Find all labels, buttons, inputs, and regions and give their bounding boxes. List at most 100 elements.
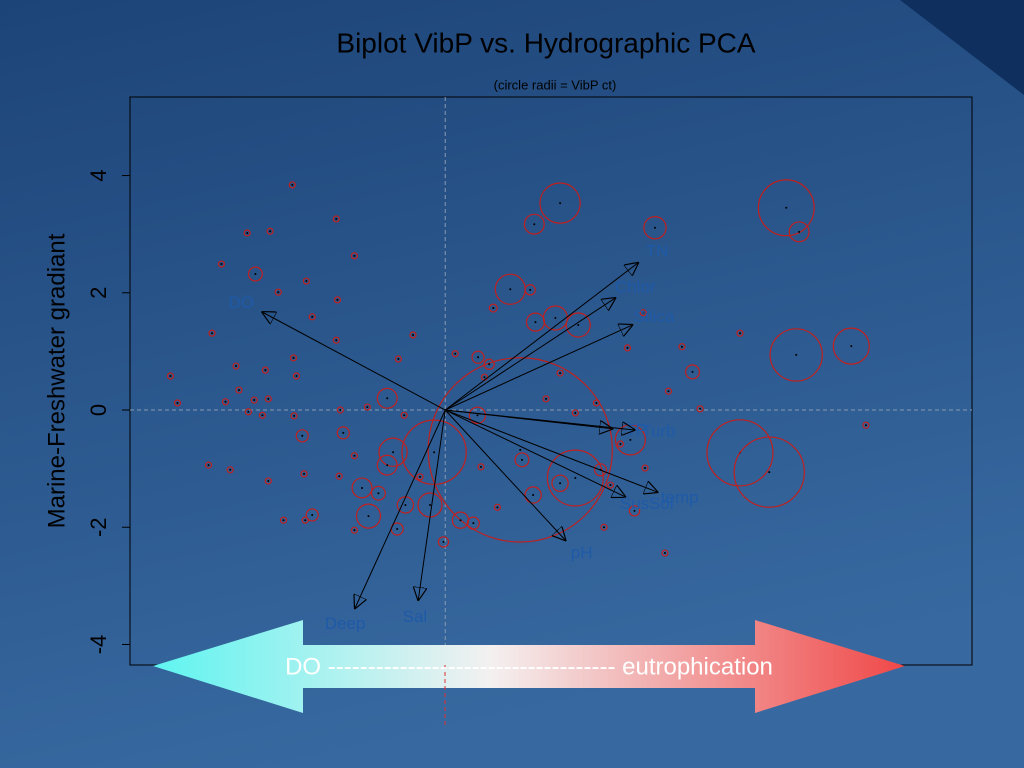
bubble-center [304,519,307,522]
bubble-center [353,454,356,457]
bubble [685,364,701,380]
loading-label: DO [229,293,255,312]
bubble [546,449,604,507]
bubble-center [235,365,238,368]
bubble-center [477,356,480,359]
bubble [232,362,240,370]
bubble [437,536,450,548]
bubble [769,328,823,382]
bubble-center [220,263,223,266]
bubble [235,386,243,394]
bubble [279,516,288,524]
bubble-center [559,482,562,485]
bubble-center [419,475,422,478]
bubble [274,288,282,296]
bubble-center [336,298,339,301]
bubble [288,181,296,189]
loading-label: Turb [641,421,675,440]
loading-label: temp [661,488,699,507]
bubble-center [559,372,562,375]
bubble-center [392,451,395,454]
bubble-center [667,390,670,393]
bubble-center [261,414,264,417]
bubble [542,395,550,403]
bubble-center [795,353,798,356]
bubble-center [483,376,486,379]
bubble-center [211,332,214,335]
bubble [258,411,267,419]
bubble [250,396,258,404]
bubble-center [633,509,636,512]
bubble [376,387,398,409]
bubble [350,252,359,260]
bubble-center [237,389,240,392]
bubble [451,350,459,358]
bubble [363,403,371,411]
bubble [305,508,319,522]
bubble-center [353,254,356,257]
bubble-center [366,406,369,409]
bubble-center [850,345,853,348]
bubble [350,526,359,534]
bubble-center [224,400,227,403]
bubble-center [291,183,294,186]
bubble-center [798,230,801,233]
bubble-center [496,506,499,509]
loading-arrow [445,409,625,497]
bubble-center [459,519,462,522]
bubble-center [353,529,356,532]
bubble [661,549,669,557]
bubble [409,331,417,339]
bubble [289,354,298,362]
bubble-center [603,526,606,529]
bubble-center [574,411,577,414]
bubble [525,312,546,332]
bubble [290,412,298,420]
bubble [468,406,487,424]
bubble [623,344,632,352]
bubble-center [629,438,632,441]
bubble-center [509,288,512,291]
loading-label: Sal [403,607,428,626]
bubble-center [267,479,270,482]
bubble-center [595,401,598,404]
bubble-center [339,409,342,412]
bubble-center [699,407,702,410]
bubble [300,470,308,478]
bubble [862,421,870,429]
bubble [639,309,647,317]
bubble [565,312,591,338]
bubble [832,327,870,365]
bubble [332,215,340,223]
bubble-center [442,540,445,543]
bubble [664,387,673,395]
corner [900,0,1024,95]
loading-label: Deep [325,614,366,633]
bubble-center [397,358,400,361]
bubble [523,213,545,235]
bubble-center [338,475,341,478]
loading-label: pH [571,543,593,562]
bubble [592,399,601,407]
loading-arrow [418,409,446,600]
bubble-center [644,467,647,470]
y-tick-label: -2 [86,517,111,537]
bubble [208,329,216,337]
bubble-center [404,503,407,506]
bubble [332,336,340,344]
bubble-center [311,513,314,516]
bubble-center [488,363,491,366]
bubble [628,505,641,517]
bubble [370,485,386,501]
bubble [378,437,408,467]
bubble [335,472,343,480]
loading-arrow [355,409,446,608]
bubble-center [246,231,249,234]
bubble [217,260,226,268]
bubble-center [396,528,399,531]
bubble-center [619,443,622,446]
bubble-center [429,503,432,506]
bubble-center [626,346,629,349]
bubble [471,350,485,364]
